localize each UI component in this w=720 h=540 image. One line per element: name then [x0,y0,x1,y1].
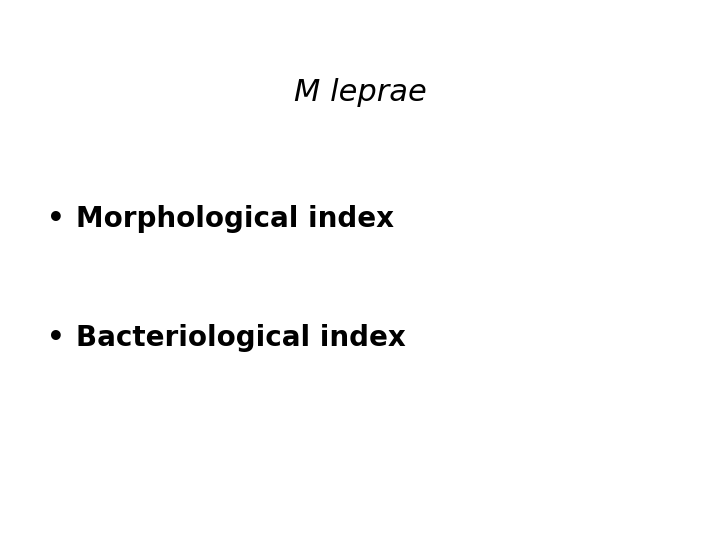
Text: •: • [47,323,65,352]
Text: M leprae: M leprae [294,78,426,107]
Text: Morphological index: Morphological index [76,205,394,233]
Text: •: • [47,205,65,233]
Text: Bacteriological index: Bacteriological index [76,323,405,352]
